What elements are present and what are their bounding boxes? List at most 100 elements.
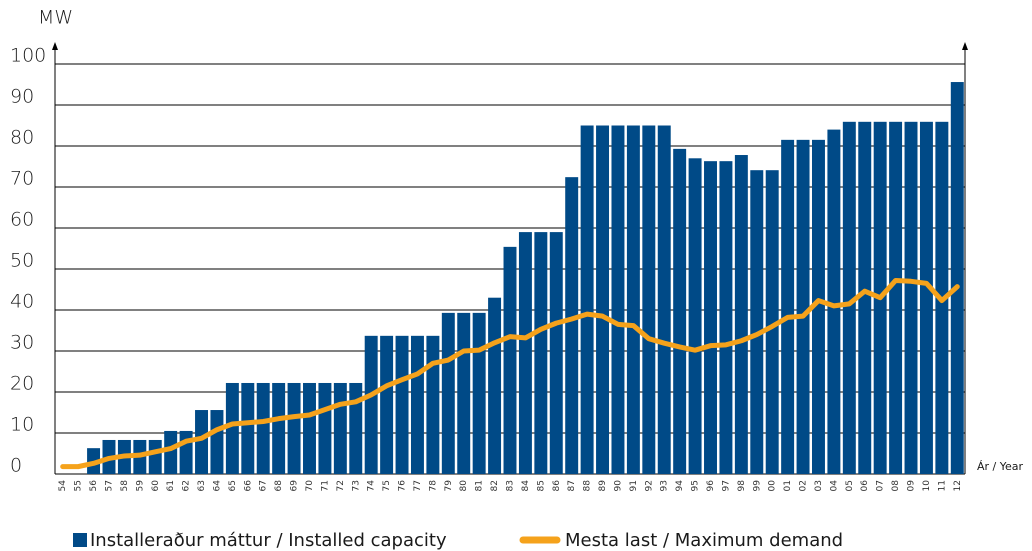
- x-tick-label: 91: [629, 480, 639, 491]
- bar: [148, 439, 162, 474]
- legend-label: Installeraður máttur / Installed capacit…: [90, 530, 447, 551]
- axis-arrow: [52, 42, 58, 50]
- x-tick-label: 73: [351, 480, 361, 491]
- bar: [503, 246, 517, 474]
- x-tick-label: 93: [660, 480, 670, 491]
- y-tick-label: 10: [10, 414, 34, 436]
- x-tick-label: 85: [536, 480, 546, 491]
- bar: [781, 139, 795, 474]
- x-tick-label: 00: [768, 480, 778, 492]
- bar: [457, 312, 471, 474]
- x-tick-label: 77: [413, 480, 423, 491]
- x-tick-label: 57: [104, 480, 114, 491]
- y-tick-label: 50: [10, 250, 34, 272]
- bar: [642, 125, 656, 474]
- x-tick-label: 75: [382, 480, 392, 491]
- x-tick-label: 80: [459, 480, 469, 492]
- bar: [858, 121, 872, 474]
- y-tick-label: 80: [10, 127, 34, 149]
- bar: [750, 170, 764, 474]
- bar: [534, 232, 548, 474]
- x-tick-label: 60: [151, 480, 161, 492]
- x-tick-label: 70: [305, 480, 315, 492]
- x-tick-label: 02: [799, 480, 809, 491]
- bar: [673, 148, 687, 474]
- x-tick-label: 05: [845, 480, 855, 491]
- x-tick-label: 10: [922, 480, 932, 492]
- bar: [719, 161, 733, 475]
- bar: [626, 125, 640, 474]
- bar: [657, 125, 671, 474]
- x-tick-label: 81: [475, 480, 485, 491]
- x-tick-label: 54: [58, 480, 68, 492]
- bar: [364, 335, 378, 474]
- x-tick-label: 69: [290, 480, 300, 492]
- bar: [518, 232, 532, 474]
- line: [60, 277, 960, 470]
- x-tick-label: 67: [259, 480, 269, 491]
- y-axis-label: MW: [38, 7, 73, 29]
- bar: [256, 382, 270, 474]
- x-tick-label: 76: [398, 480, 408, 492]
- y-tick-label: 60: [10, 209, 34, 231]
- x-tick-label: 63: [197, 480, 207, 491]
- bar: [349, 382, 363, 474]
- bar: [611, 125, 625, 474]
- x-tick-label: 07: [876, 480, 886, 491]
- bar: [426, 335, 440, 474]
- y-tick-label: 0: [10, 455, 22, 477]
- bar: [889, 121, 903, 474]
- legend-swatch: [73, 533, 87, 547]
- x-tick-label: 72: [336, 480, 346, 491]
- x-axis-label: Ár / Year: [977, 460, 1024, 473]
- x-tick-label: 99: [752, 480, 762, 492]
- bar: [488, 297, 502, 474]
- bar: [765, 170, 779, 474]
- x-tick-label: 82: [490, 480, 500, 491]
- bar: [179, 430, 193, 474]
- x-tick-label: 56: [89, 480, 99, 492]
- x-tick-label: 06: [860, 480, 870, 492]
- y-tick-label: 100: [10, 45, 46, 67]
- bar: [811, 139, 825, 474]
- x-tick-label: 01: [783, 480, 793, 491]
- x-tick-label: 55: [74, 480, 84, 491]
- x-tick-label: 88: [583, 480, 593, 492]
- bar: [225, 382, 239, 474]
- x-tick-label: 83: [506, 480, 516, 491]
- x-tick-label: 90: [613, 480, 623, 492]
- x-tick-label: 11: [937, 480, 947, 491]
- bar: [472, 312, 486, 474]
- y-tick-label: 40: [10, 291, 34, 313]
- x-tick-label: 79: [444, 480, 454, 492]
- bar: [410, 335, 424, 474]
- x-tick-label: 92: [644, 480, 654, 491]
- bar: [549, 232, 563, 474]
- bar: [303, 382, 316, 474]
- x-tick-label: 95: [691, 480, 701, 491]
- bar: [241, 382, 255, 474]
- y-tick-label: 30: [10, 332, 34, 354]
- x-tick-label: 08: [891, 480, 901, 492]
- bar: [380, 335, 394, 474]
- x-tick-label: 65: [228, 480, 238, 491]
- legend-label: Mesta last / Maximum demand: [565, 530, 843, 551]
- bar: [596, 125, 610, 474]
- y-tick-label: 20: [10, 373, 34, 395]
- bar: [164, 430, 178, 474]
- bar: [842, 121, 856, 474]
- x-tick-label: 89: [598, 480, 608, 492]
- x-tick-label: 62: [182, 480, 192, 491]
- bar: [565, 177, 579, 474]
- x-tick-label: 74: [367, 480, 377, 492]
- x-tick-label: 58: [120, 480, 130, 492]
- bar: [950, 82, 964, 474]
- x-tick-label: 66: [243, 480, 253, 492]
- x-tick-label: 87: [567, 480, 577, 491]
- bar: [210, 410, 224, 474]
- bar: [734, 155, 748, 474]
- x-tick-label: 09: [907, 480, 917, 492]
- bar: [318, 382, 332, 474]
- bar: [904, 121, 918, 474]
